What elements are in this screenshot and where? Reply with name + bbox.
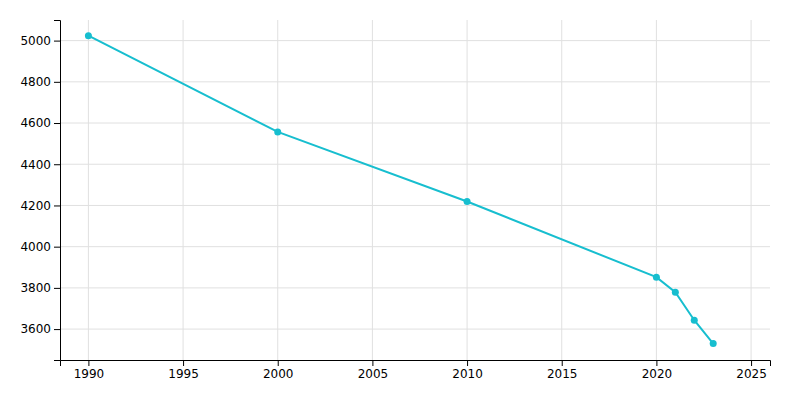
y-axis-tick-label: 4400 — [20, 158, 51, 172]
y-axis-tick-mark — [54, 205, 60, 206]
grid-line-y — [60, 164, 770, 165]
grid-line-x — [183, 20, 184, 360]
grid-line-x — [277, 20, 278, 360]
plot-area — [85, 32, 717, 347]
y-axis-tick-label: 4000 — [20, 240, 51, 254]
x-axis-tick-label: 2020 — [642, 367, 673, 381]
y-axis-tick-mark — [54, 123, 60, 124]
x-axis-tick-label: 2000 — [263, 367, 294, 381]
y-axis-tick-mark — [54, 164, 60, 165]
x-axis-tick: 1990 — [74, 360, 105, 381]
y-axis-tick-mark — [54, 82, 60, 83]
y-axis-tick: 3600 — [20, 322, 60, 336]
chart: 1990 1995 2000 2005 2010 2015 2020 2025 3600 3800… — [0, 0, 800, 400]
x-axis-tick: 2010 — [452, 360, 483, 381]
x-axis-tick-label: 2005 — [358, 367, 389, 381]
x-axis-tick-label: 2015 — [547, 367, 578, 381]
x-axis-tick-mark — [751, 360, 752, 366]
point — [710, 340, 717, 347]
y-axis-tick-mark — [54, 329, 60, 330]
x-axis-line — [61, 361, 771, 367]
y-axis-tick-label: 4600 — [20, 116, 51, 130]
point — [274, 128, 281, 135]
x-axis: 1990 1995 2000 2005 2010 2015 2020 2025 — [61, 360, 771, 381]
y-axis-tick-label: 4800 — [20, 75, 51, 89]
y-axis-tick-mark — [54, 247, 60, 248]
x-axis-tick: 2020 — [642, 360, 673, 381]
x-axis-tick: 2015 — [547, 360, 578, 381]
grid-line-x — [372, 20, 373, 360]
grid-line-y — [60, 246, 770, 247]
x-axis-tick-mark — [372, 360, 373, 366]
x-axis-tick-mark — [467, 360, 468, 366]
grid-line-x — [561, 20, 562, 360]
y-axis-tick: 3800 — [20, 281, 60, 295]
point — [672, 289, 679, 296]
grid-line-x — [751, 20, 752, 360]
y-axis-tick: 4200 — [20, 199, 60, 213]
y-axis-tick-label: 3600 — [20, 322, 51, 336]
x-axis-tick: 2025 — [736, 360, 767, 381]
line — [88, 36, 713, 344]
y-axis-tick: 5000 — [20, 34, 60, 48]
y-axis: 3600 3800 4000 4200 4400 4600 4800 5000 — [20, 21, 60, 361]
x-axis-tick-mark — [562, 360, 563, 366]
grid-line-y — [60, 123, 770, 124]
x-axis-tick-mark — [278, 360, 279, 366]
y-axis-tick-label: 4200 — [20, 199, 51, 213]
x-axis-tick-label: 1990 — [74, 367, 105, 381]
x-axis-tick: 2005 — [358, 360, 389, 381]
x-axis-tick-mark — [183, 360, 184, 366]
grid-line-y — [60, 205, 770, 206]
x-axis-tick-label: 2010 — [452, 367, 483, 381]
grid-line-y — [60, 329, 770, 330]
y-axis-tick: 4600 — [20, 116, 60, 130]
grid — [60, 20, 770, 360]
x-axis-tick-mark — [88, 360, 89, 366]
grid-line-x — [656, 20, 657, 360]
point — [653, 274, 660, 281]
point — [691, 317, 698, 324]
grid-line-y — [60, 40, 770, 41]
y-axis-tick: 4000 — [20, 240, 60, 254]
x-axis-tick-label: 1995 — [168, 367, 199, 381]
point — [464, 198, 471, 205]
plot-root: 1990 1995 2000 2005 2010 2015 2020 2025 3600 3800… — [20, 20, 770, 381]
y-axis-tick-mark — [54, 288, 60, 289]
y-axis-tick-label: 5000 — [20, 34, 51, 48]
y-axis-tick-mark — [54, 41, 60, 42]
y-axis-line — [54, 21, 61, 361]
x-axis-tick: 2000 — [263, 360, 294, 381]
y-axis-tick: 4800 — [20, 75, 60, 89]
x-axis-tick-mark — [656, 360, 657, 366]
point — [85, 32, 92, 39]
x-axis-tick-label: 2025 — [736, 367, 767, 381]
grid-line-y — [60, 287, 770, 288]
grid-line-x — [467, 20, 468, 360]
x-axis-tick: 1995 — [168, 360, 199, 381]
grid-line-x — [88, 20, 89, 360]
grid-line-y — [60, 81, 770, 82]
y-axis-tick-label: 3800 — [20, 281, 51, 295]
y-axis-tick: 4400 — [20, 158, 60, 172]
